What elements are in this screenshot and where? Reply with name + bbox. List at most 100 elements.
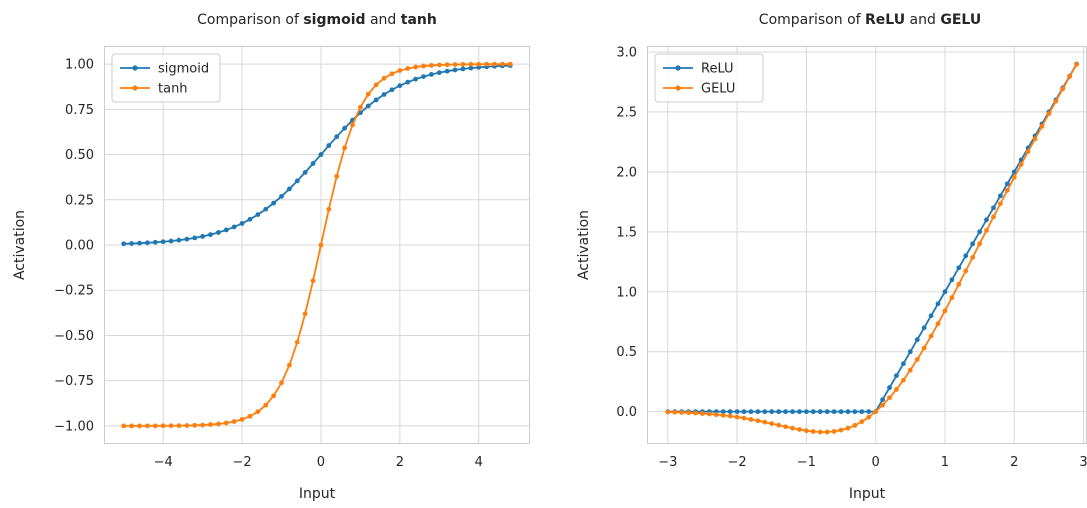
chart-title-bold-2: GELU xyxy=(940,12,981,28)
data-point xyxy=(247,413,253,419)
data-point xyxy=(762,409,768,415)
data-point xyxy=(720,409,726,415)
chart-title-bold-2: tanh xyxy=(401,12,437,28)
y-tick-label: 2.0 xyxy=(616,165,637,180)
data-point xyxy=(852,409,858,415)
data-point xyxy=(977,241,982,247)
data-point xyxy=(727,409,733,415)
data-point xyxy=(900,361,906,367)
data-point xyxy=(152,239,158,245)
data-point xyxy=(866,414,872,420)
data-point xyxy=(294,178,300,184)
data-point xyxy=(176,423,182,429)
x-tick-label: 4 xyxy=(475,455,483,470)
y-tick-label: 1.5 xyxy=(616,225,637,240)
data-point xyxy=(239,221,245,226)
data-point xyxy=(160,423,166,429)
data-point xyxy=(880,397,885,403)
y-axis-label: Activation xyxy=(576,210,592,280)
data-point xyxy=(734,409,740,415)
data-point xyxy=(949,277,955,283)
data-point xyxy=(405,66,411,71)
plot-frame xyxy=(104,46,530,444)
data-point xyxy=(302,170,308,175)
chart-title-bold-1: ReLU xyxy=(865,12,905,28)
data-point xyxy=(208,422,213,427)
data-point xyxy=(880,402,885,408)
data-point xyxy=(935,321,941,327)
data-point xyxy=(748,417,754,422)
data-point xyxy=(334,173,340,179)
y-tick-label: 1.0 xyxy=(616,285,637,300)
x-tick-label: 0 xyxy=(317,455,325,470)
data-point xyxy=(755,409,761,415)
data-point xyxy=(121,241,127,247)
y-tick-label: 0.00 xyxy=(65,239,94,254)
data-point xyxy=(381,92,387,97)
data-point xyxy=(215,421,221,427)
data-point xyxy=(231,224,237,230)
data-point xyxy=(397,68,403,73)
legend-swatch-marker xyxy=(675,85,681,91)
data-point xyxy=(413,64,419,70)
data-point xyxy=(200,234,206,239)
y-tick-label: 0.75 xyxy=(65,103,94,118)
data-point xyxy=(838,409,844,415)
legend-label: tanh xyxy=(158,82,188,97)
data-point xyxy=(686,410,691,416)
x-tick-label: 2 xyxy=(1010,455,1018,470)
chart-title-mid: and xyxy=(366,12,401,28)
data-point xyxy=(499,61,505,67)
x-tick-label: 3 xyxy=(1079,455,1087,470)
data-point xyxy=(907,349,913,355)
data-point xyxy=(255,409,261,415)
x-tick-label: −3 xyxy=(658,455,677,470)
data-point xyxy=(845,409,851,415)
data-point xyxy=(991,214,996,220)
data-point xyxy=(1067,74,1073,79)
data-point xyxy=(755,418,761,424)
sigmoid-tanh-panel: Comparison of sigmoid and tanh −1.00 −0.75… xyxy=(12,12,530,502)
data-point xyxy=(310,278,316,284)
data-point xyxy=(294,339,300,345)
data-point xyxy=(271,393,277,399)
data-point xyxy=(239,417,245,422)
y-tick-label: 0.5 xyxy=(616,345,637,360)
data-point xyxy=(357,104,363,110)
data-point xyxy=(838,427,844,433)
data-point xyxy=(208,232,213,238)
data-point xyxy=(492,61,497,67)
data-point xyxy=(769,421,775,427)
x-axis-label: Input xyxy=(849,486,886,502)
data-point xyxy=(831,429,837,434)
data-point xyxy=(803,409,809,415)
data-point xyxy=(1018,162,1024,167)
data-point xyxy=(365,103,371,109)
data-point xyxy=(977,229,982,235)
data-point xyxy=(817,429,823,435)
data-point xyxy=(741,409,747,415)
data-point xyxy=(413,76,419,82)
data-point xyxy=(428,63,434,68)
data-point xyxy=(1011,174,1017,180)
data-point xyxy=(831,409,837,415)
data-point xyxy=(223,420,229,426)
data-point xyxy=(824,409,830,415)
y-tick-label: 3.0 xyxy=(616,45,637,60)
y-tick-label: 0.50 xyxy=(65,148,94,163)
y-tick-label: 1.00 xyxy=(65,58,94,73)
data-point xyxy=(970,254,976,260)
legend: ReLU GELU xyxy=(654,53,764,103)
data-point xyxy=(144,423,150,429)
data-point xyxy=(255,212,261,218)
data-point xyxy=(803,428,809,434)
data-point xyxy=(997,193,1003,199)
data-point xyxy=(137,240,142,246)
x-tick-label: 1 xyxy=(941,455,949,470)
x-tick-label: 0 xyxy=(872,455,880,470)
data-point xyxy=(397,83,403,89)
data-point xyxy=(468,65,474,71)
data-point xyxy=(1053,98,1059,104)
data-point xyxy=(783,424,788,430)
legend-swatch-marker xyxy=(675,65,681,71)
